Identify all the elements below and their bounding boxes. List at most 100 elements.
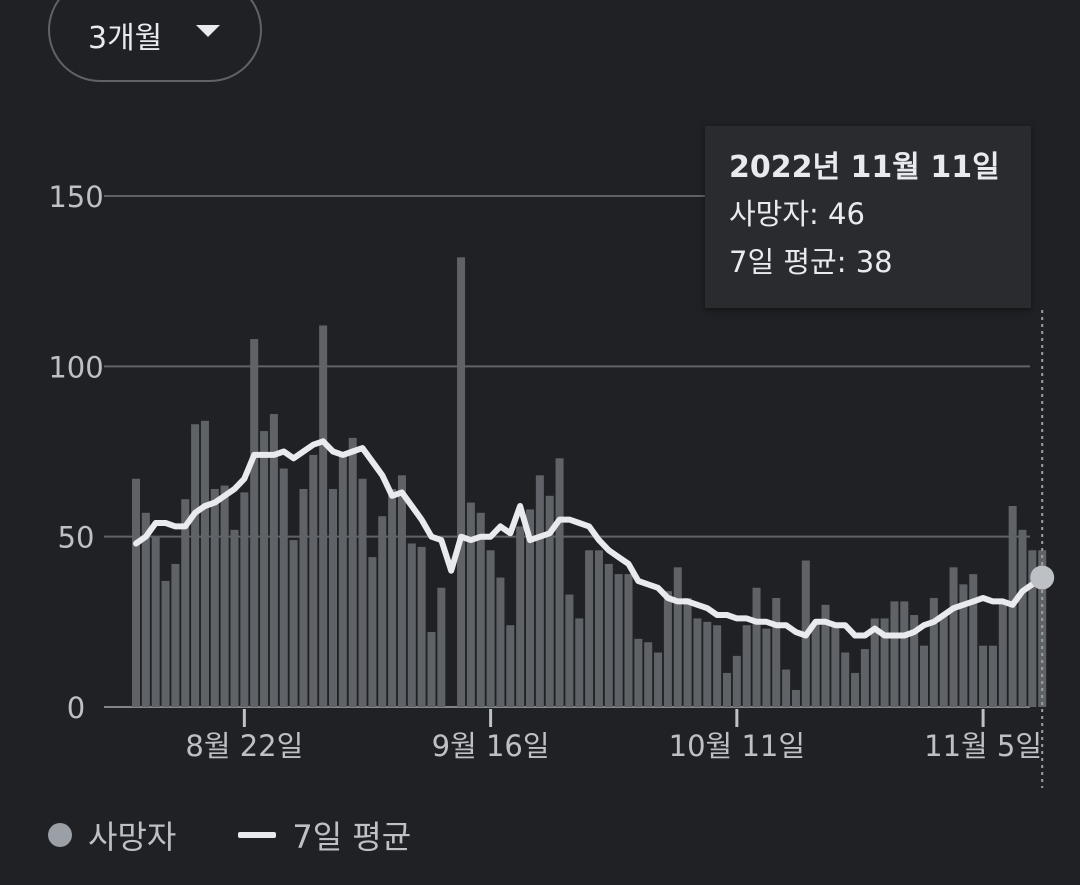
- bar[interactable]: [378, 516, 387, 707]
- range-selector[interactable]: 3개월: [48, 0, 262, 82]
- y-tick-label: 50: [58, 521, 95, 555]
- bar[interactable]: [772, 597, 781, 707]
- bar[interactable]: [516, 526, 525, 707]
- bar[interactable]: [1018, 529, 1027, 707]
- deaths-chart[interactable]: 0 50 100 150 8월 22일 9월 16일 10월 11일 11월 5일: [0, 0, 1080, 800]
- bar[interactable]: [683, 597, 692, 707]
- bar[interactable]: [575, 618, 584, 707]
- bar[interactable]: [693, 618, 702, 707]
- bar[interactable]: [723, 672, 731, 707]
- bar[interactable]: [289, 540, 298, 707]
- bar[interactable]: [191, 424, 200, 707]
- bar[interactable]: [309, 454, 318, 707]
- bar[interactable]: [269, 414, 278, 707]
- bar[interactable]: [742, 625, 751, 707]
- bar[interactable]: [1028, 550, 1037, 707]
- bar[interactable]: [260, 431, 269, 707]
- bar[interactable]: [250, 339, 259, 707]
- bar[interactable]: [368, 557, 377, 707]
- bar[interactable]: [594, 550, 603, 707]
- bar[interactable]: [673, 567, 682, 707]
- bar[interactable]: [752, 587, 761, 707]
- bar[interactable]: [663, 591, 672, 707]
- bar[interactable]: [319, 325, 328, 707]
- bar[interactable]: [181, 499, 190, 707]
- bar[interactable]: [900, 601, 909, 707]
- bar[interactable]: [240, 492, 249, 707]
- bar[interactable]: [939, 615, 948, 707]
- bar[interactable]: [821, 604, 830, 707]
- bar[interactable]: [171, 563, 180, 707]
- bar[interactable]: [496, 577, 505, 707]
- bar[interactable]: [466, 502, 475, 707]
- bar[interactable]: [141, 512, 150, 707]
- bar[interactable]: [831, 625, 840, 707]
- bar[interactable]: [851, 672, 860, 707]
- bar[interactable]: [338, 454, 347, 707]
- bar[interactable]: [417, 546, 426, 707]
- bar[interactable]: [762, 628, 771, 707]
- tooltip: 2022년 11월 11일 사망자: 46 7일 평균: 38: [705, 126, 1031, 308]
- bar[interactable]: [427, 632, 436, 707]
- bar[interactable]: [860, 649, 869, 707]
- bar[interactable]: [841, 652, 850, 707]
- bar[interactable]: [713, 625, 722, 707]
- bar[interactable]: [348, 437, 357, 707]
- bar[interactable]: [397, 475, 406, 707]
- bar[interactable]: [486, 550, 495, 707]
- bar[interactable]: [604, 563, 613, 707]
- bar[interactable]: [279, 468, 288, 707]
- bar[interactable]: [782, 669, 791, 707]
- bar[interactable]: [506, 625, 515, 707]
- bar[interactable]: [910, 615, 919, 707]
- bar[interactable]: [1038, 550, 1047, 707]
- bar[interactable]: [161, 580, 170, 707]
- bar[interactable]: [476, 512, 485, 707]
- bar[interactable]: [388, 488, 397, 707]
- bar[interactable]: [959, 584, 968, 707]
- bar[interactable]: [230, 529, 239, 707]
- bar[interactable]: [811, 621, 820, 707]
- bar[interactable]: [565, 594, 574, 707]
- bar[interactable]: [585, 550, 594, 707]
- bar[interactable]: [654, 652, 663, 707]
- bar[interactable]: [920, 645, 928, 707]
- bar[interactable]: [329, 488, 337, 707]
- bar[interactable]: [890, 601, 899, 707]
- legend-line-label: 7일 평균: [292, 818, 412, 856]
- bar[interactable]: [132, 478, 140, 707]
- bar[interactable]: [299, 488, 308, 707]
- bar[interactable]: [220, 485, 229, 707]
- bar[interactable]: [791, 689, 800, 707]
- bar[interactable]: [437, 587, 446, 707]
- bar[interactable]: [545, 495, 554, 707]
- caret-down-icon: [196, 25, 220, 37]
- range-selector-label: 3개월: [88, 21, 163, 56]
- bar[interactable]: [200, 420, 209, 707]
- bar[interactable]: [624, 574, 633, 707]
- bar-series: [132, 257, 1047, 707]
- bar[interactable]: [555, 458, 564, 707]
- bar[interactable]: [998, 601, 1007, 707]
- bar[interactable]: [870, 618, 879, 707]
- bar[interactable]: [949, 567, 958, 707]
- bar[interactable]: [880, 618, 889, 707]
- bar[interactable]: [703, 621, 712, 707]
- bar[interactable]: [732, 655, 741, 707]
- bar[interactable]: [535, 475, 544, 707]
- bar[interactable]: [634, 638, 643, 707]
- hover-point[interactable]: [1030, 565, 1055, 590]
- y-tick-label: 0: [67, 691, 85, 725]
- bar[interactable]: [407, 543, 416, 707]
- bar[interactable]: [969, 574, 978, 707]
- bar[interactable]: [988, 645, 997, 707]
- bar[interactable]: [929, 597, 938, 707]
- bar[interactable]: [614, 574, 623, 707]
- bar[interactable]: [644, 642, 653, 707]
- bar[interactable]: [151, 536, 160, 707]
- bar[interactable]: [457, 257, 466, 707]
- bar[interactable]: [358, 478, 367, 707]
- bar[interactable]: [526, 509, 534, 707]
- bar[interactable]: [210, 488, 219, 707]
- bar[interactable]: [979, 645, 988, 707]
